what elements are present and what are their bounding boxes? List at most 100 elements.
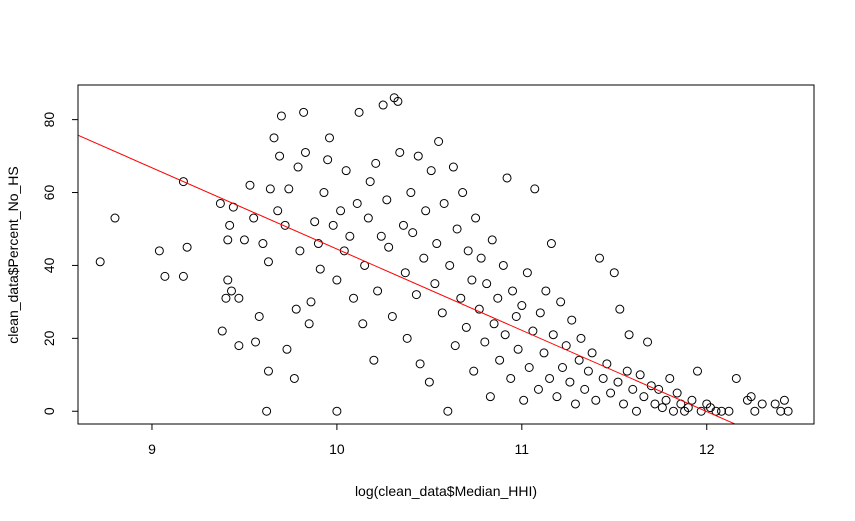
data-point — [432, 239, 442, 249]
data-point — [665, 373, 675, 383]
data-point — [378, 100, 388, 110]
data-point — [276, 111, 286, 121]
data-point — [533, 384, 543, 394]
data-point — [352, 198, 362, 208]
data-point — [511, 311, 521, 321]
data-point — [519, 395, 529, 405]
data-point — [493, 293, 503, 303]
data-point — [295, 246, 305, 256]
data-point — [415, 359, 425, 369]
data-point — [424, 377, 434, 387]
data-point — [251, 337, 261, 347]
data-point — [262, 406, 272, 416]
data-point — [448, 162, 458, 172]
y-tick-label: 40 — [41, 257, 57, 273]
data-point — [332, 406, 342, 416]
data-point — [395, 147, 405, 157]
data-point — [502, 173, 512, 183]
data-point — [567, 315, 577, 325]
data-point — [439, 198, 449, 208]
data-point — [443, 406, 453, 416]
data-point — [110, 213, 120, 223]
data-point — [234, 293, 244, 303]
data-point — [508, 286, 518, 296]
data-point — [245, 180, 255, 190]
data-point — [624, 330, 634, 340]
data-point — [750, 406, 760, 416]
data-point — [461, 322, 471, 332]
data-point — [513, 344, 523, 354]
data-point — [345, 231, 355, 241]
data-point — [254, 311, 264, 321]
data-point — [535, 308, 545, 318]
data-point — [731, 373, 741, 383]
data-point — [215, 198, 225, 208]
data-point — [437, 308, 447, 318]
data-point — [263, 366, 273, 376]
data-point — [421, 206, 431, 216]
data-point — [371, 158, 381, 168]
data-point — [495, 355, 505, 365]
data-point — [717, 406, 727, 416]
data-point — [160, 271, 170, 281]
data-point — [622, 366, 632, 376]
data-point — [178, 177, 188, 187]
data-point — [650, 399, 660, 409]
data-point — [402, 333, 412, 343]
data-point — [724, 406, 734, 416]
data-point — [223, 235, 233, 245]
data-point — [643, 337, 653, 347]
data-point — [426, 166, 436, 176]
data-point — [154, 246, 164, 256]
data-point — [275, 151, 285, 161]
data-point — [304, 319, 314, 329]
y-axis: 0 20 40 60 80 — [41, 112, 78, 415]
data-point — [628, 384, 638, 394]
data-point — [779, 395, 789, 405]
data-point — [306, 297, 316, 307]
data-point — [693, 366, 702, 376]
data-point — [565, 377, 575, 387]
data-point — [471, 213, 481, 223]
data-point — [606, 388, 616, 398]
data-point — [498, 260, 508, 270]
data-point — [313, 239, 323, 249]
data-point — [556, 297, 566, 307]
data-point — [328, 220, 338, 230]
data-point — [332, 275, 342, 285]
data-point — [289, 373, 299, 383]
data-point — [530, 184, 540, 194]
data-point — [282, 344, 292, 354]
fit-line-layer — [78, 134, 737, 424]
data-point — [522, 268, 532, 278]
data-point — [668, 406, 678, 416]
data-point — [411, 290, 421, 300]
data-point — [474, 304, 484, 314]
data-point — [639, 392, 649, 402]
y-axis-title: clean_data$Percent_No_HS — [5, 166, 21, 343]
x-tick-label: 9 — [148, 441, 156, 457]
data-point — [635, 370, 645, 380]
data-point — [672, 388, 682, 398]
y-tick-label: 60 — [41, 185, 57, 201]
data-point — [654, 384, 664, 394]
data-point — [325, 133, 334, 143]
data-point — [539, 348, 549, 358]
data-point — [746, 392, 756, 402]
data-point — [239, 235, 249, 245]
data-point — [406, 188, 416, 198]
data-point — [323, 155, 333, 165]
data-point — [500, 330, 510, 340]
data-point — [221, 293, 231, 303]
data-point — [783, 406, 793, 416]
data-point — [469, 366, 479, 376]
data-point — [541, 286, 551, 296]
data-point — [615, 304, 625, 314]
data-point — [517, 301, 527, 311]
data-point — [382, 195, 392, 205]
data-point — [458, 188, 468, 198]
data-point — [546, 239, 556, 249]
data-point — [393, 96, 403, 106]
data-point — [234, 341, 244, 351]
data-point — [580, 384, 590, 394]
